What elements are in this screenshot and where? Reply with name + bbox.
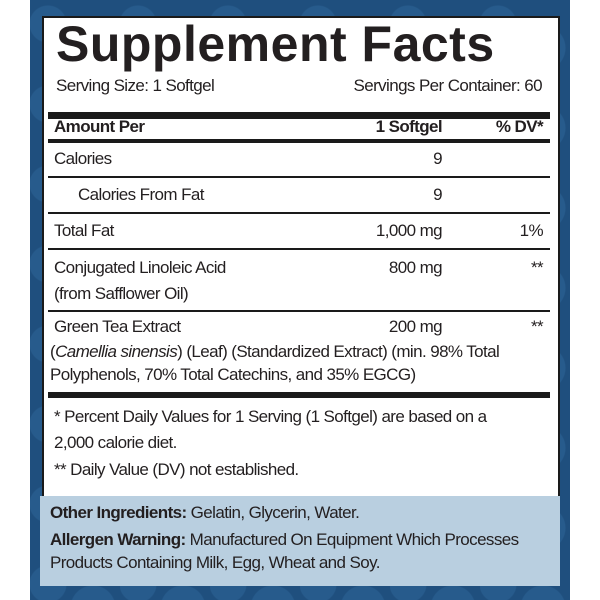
header-dv: % DV* — [495, 117, 544, 136]
other-ingredients-label: Other Ingredients: — [50, 503, 187, 522]
divider — [48, 248, 550, 250]
description-text: ) (Leaf) (Standardized Extract) (min. 98… — [177, 342, 500, 361]
thick-divider — [48, 112, 550, 119]
servings-per-container: Servings Per Container: 60 — [353, 76, 542, 95]
allergen-warning-2: Products Containing Milk, Egg, Wheat and… — [50, 553, 380, 572]
botanical-name: Camellia sinensis — [55, 342, 178, 361]
nutrient-amount: 9 — [433, 185, 442, 204]
nutrient-name: Conjugated Linoleic Acid — [54, 258, 226, 277]
nutrient-dv: ** — [530, 258, 544, 277]
nutrient-name: Calories — [54, 149, 112, 168]
divider — [48, 176, 550, 178]
header-amount-per: Amount Per — [54, 117, 145, 136]
label-title: Supplement Facts — [56, 16, 495, 72]
divider — [48, 310, 550, 312]
nutrient-dv: ** — [530, 317, 544, 336]
nutrient-source: (from Safflower Oil) — [54, 284, 189, 303]
nutrient-dv: 1% — [519, 221, 544, 240]
nutrient-amount: 200 mg — [388, 317, 443, 336]
divider — [48, 139, 550, 143]
nutrient-description-2: Polyphenols, 70% Total Catechins, and 35… — [50, 365, 416, 384]
nutrient-name: Calories From Fat — [78, 185, 204, 204]
allergen-text: Manufactured On Equipment Which Processe… — [185, 530, 519, 549]
nutrient-amount: 1,000 mg — [375, 221, 443, 240]
allergen-warning: Allergen Warning: Manufactured On Equipm… — [50, 530, 519, 550]
other-ingredients: Other Ingredients: Gelatin, Glycerin, Wa… — [50, 503, 360, 523]
nutrient-description: (Camellia sinensis) (Leaf) (Standardized… — [50, 342, 500, 361]
footnote-2: 2,000 calorie diet. — [54, 433, 177, 452]
serving-size: Serving Size: 1 Softgel — [56, 76, 215, 95]
nutrient-name: Total Fat — [54, 221, 114, 240]
footnote-3: ** Daily Value (DV) not established. — [54, 460, 299, 479]
other-ingredients-text: Gelatin, Glycerin, Water. — [186, 503, 360, 522]
thick-divider — [48, 392, 550, 398]
header-serving: 1 Softgel — [375, 117, 443, 136]
nutrient-amount: 9 — [433, 149, 442, 168]
footnote-1: * Percent Daily Values for 1 Serving (1 … — [54, 407, 487, 426]
supplement-facts-panel — [42, 16, 560, 498]
nutrient-name: Green Tea Extract — [54, 317, 181, 336]
divider — [48, 212, 550, 214]
nutrient-amount: 800 mg — [388, 258, 443, 277]
ingredients-panel — [40, 496, 560, 586]
allergen-label: Allergen Warning: — [50, 530, 186, 549]
